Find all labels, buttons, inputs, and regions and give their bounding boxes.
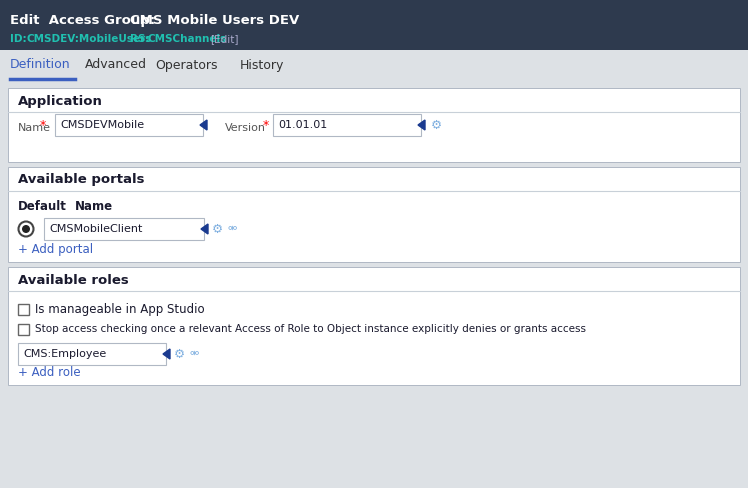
Text: + Add portal: + Add portal (18, 244, 93, 257)
Text: [Edit]: [Edit] (210, 34, 239, 44)
FancyBboxPatch shape (8, 267, 740, 385)
FancyBboxPatch shape (8, 88, 740, 162)
FancyBboxPatch shape (55, 114, 203, 136)
FancyBboxPatch shape (18, 304, 29, 314)
Text: Name: Name (75, 201, 113, 214)
Text: ⚮: ⚮ (228, 224, 237, 234)
Text: History: History (240, 59, 284, 72)
Text: ID:: ID: (10, 34, 27, 44)
Text: CMS:Employee: CMS:Employee (23, 349, 106, 359)
FancyBboxPatch shape (8, 167, 740, 262)
Text: Name: Name (18, 123, 51, 133)
Text: Application: Application (18, 95, 103, 107)
Text: ⚙: ⚙ (174, 347, 186, 361)
FancyBboxPatch shape (18, 324, 29, 334)
FancyBboxPatch shape (0, 80, 748, 488)
Text: CMSDEVMobile: CMSDEVMobile (60, 120, 144, 130)
Text: *: * (263, 120, 269, 133)
Text: Edit  Access Group:: Edit Access Group: (10, 14, 160, 27)
Text: Advanced: Advanced (85, 59, 147, 72)
FancyBboxPatch shape (18, 343, 166, 365)
FancyBboxPatch shape (273, 114, 421, 136)
FancyBboxPatch shape (0, 0, 748, 50)
Circle shape (22, 225, 30, 233)
Text: Available roles: Available roles (18, 273, 129, 286)
Polygon shape (200, 120, 207, 130)
Text: Available portals: Available portals (18, 174, 144, 186)
FancyBboxPatch shape (0, 50, 748, 80)
Text: ⚙: ⚙ (431, 119, 442, 131)
Polygon shape (418, 120, 425, 130)
Polygon shape (201, 224, 208, 234)
Text: + Add role: + Add role (18, 366, 81, 380)
Text: CMSDEV:MobileUsers: CMSDEV:MobileUsers (27, 34, 153, 44)
FancyBboxPatch shape (44, 218, 204, 240)
Text: CMSChannels: CMSChannels (148, 34, 227, 44)
Text: Default: Default (18, 201, 67, 214)
Text: Operators: Operators (155, 59, 218, 72)
Text: CMS Mobile Users DEV: CMS Mobile Users DEV (130, 14, 299, 27)
Text: ⚮: ⚮ (190, 349, 200, 359)
Text: Definition: Definition (10, 59, 70, 72)
Text: 01.01.01: 01.01.01 (278, 120, 327, 130)
Text: RS:: RS: (130, 34, 150, 44)
Text: ⚙: ⚙ (212, 223, 223, 236)
Text: CMSMobileClient: CMSMobileClient (49, 224, 142, 234)
Circle shape (19, 222, 34, 237)
Text: Stop access checking once a relevant Access of Role to Object instance explicitl: Stop access checking once a relevant Acc… (35, 324, 586, 334)
Text: Version: Version (225, 123, 266, 133)
Text: *: * (40, 120, 46, 133)
Polygon shape (163, 349, 170, 359)
Text: Is manageable in App Studio: Is manageable in App Studio (35, 303, 205, 316)
